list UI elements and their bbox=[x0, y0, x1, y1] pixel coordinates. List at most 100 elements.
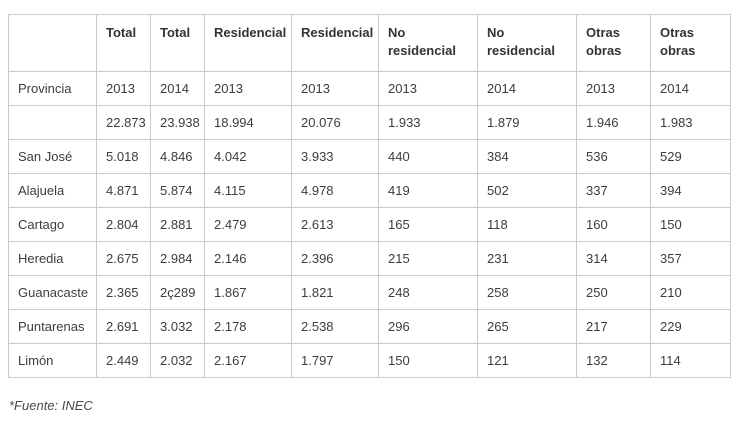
province-cell: Alajuela bbox=[8, 173, 97, 208]
value-cell: 229 bbox=[650, 309, 731, 344]
value-cell: 2.613 bbox=[291, 207, 379, 242]
value-cell: 536 bbox=[576, 139, 651, 174]
province-cell: Cartago bbox=[8, 207, 97, 242]
value-cell: 1.933 bbox=[378, 105, 478, 140]
value-cell: 150 bbox=[650, 207, 731, 242]
value-cell: 2.396 bbox=[291, 241, 379, 276]
value-cell: 22.873 bbox=[96, 105, 151, 140]
value-cell: 132 bbox=[576, 343, 651, 378]
value-cell: 165 bbox=[378, 207, 478, 242]
value-cell: 2.146 bbox=[204, 241, 292, 276]
table-row: San José 5.018 4.846 4.042 3.933 440 384 536 529 bbox=[8, 139, 731, 174]
column-group-header: Total bbox=[150, 14, 205, 72]
value-cell: 4.115 bbox=[204, 173, 292, 208]
value-cell: 5.874 bbox=[150, 173, 205, 208]
province-cell bbox=[8, 105, 97, 140]
value-cell: 2.675 bbox=[96, 241, 151, 276]
column-group-header: Residencial bbox=[204, 14, 292, 72]
province-cell: San José bbox=[8, 139, 97, 174]
header-row-years: Provincia 2013 2014 2013 2013 2013 2014 2013 201… bbox=[8, 71, 731, 106]
value-cell: 20.076 bbox=[291, 105, 379, 140]
value-cell: 2.449 bbox=[96, 343, 151, 378]
value-cell: 2.804 bbox=[96, 207, 151, 242]
province-cell: Limón bbox=[8, 343, 97, 378]
value-cell: 1.946 bbox=[576, 105, 651, 140]
value-cell: 1.821 bbox=[291, 275, 379, 310]
column-group-header: No residencial bbox=[378, 14, 478, 72]
value-cell: 2.365 bbox=[96, 275, 151, 310]
value-cell: 248 bbox=[378, 275, 478, 310]
data-table: Total Total Residencial Residencial No resid… bbox=[8, 14, 731, 378]
value-cell: 440 bbox=[378, 139, 478, 174]
header-row-groups: Total Total Residencial Residencial No resid… bbox=[8, 14, 731, 72]
value-cell: 1.879 bbox=[477, 105, 577, 140]
value-cell: 18.994 bbox=[204, 105, 292, 140]
value-cell: 210 bbox=[650, 275, 731, 310]
value-cell: 2.984 bbox=[150, 241, 205, 276]
provincia-header-cell: Provincia bbox=[8, 71, 97, 106]
value-cell: 160 bbox=[576, 207, 651, 242]
corner-header-cell bbox=[8, 14, 97, 72]
value-cell: 258 bbox=[477, 275, 577, 310]
value-cell: 2.167 bbox=[204, 343, 292, 378]
value-cell: 357 bbox=[650, 241, 731, 276]
year-header-cell: 2013 bbox=[378, 71, 478, 106]
value-cell: 314 bbox=[576, 241, 651, 276]
value-cell: 4.846 bbox=[150, 139, 205, 174]
value-cell: 250 bbox=[576, 275, 651, 310]
value-cell: 502 bbox=[477, 173, 577, 208]
value-cell: 2.032 bbox=[150, 343, 205, 378]
value-cell: 23.938 bbox=[150, 105, 205, 140]
value-cell: 215 bbox=[378, 241, 478, 276]
table-row: Guanacaste 2.365 2ç289 1.867 1.821 248 258 250 2… bbox=[8, 275, 731, 310]
value-cell: 3.933 bbox=[291, 139, 379, 174]
value-cell: 2.691 bbox=[96, 309, 151, 344]
value-cell: 1.797 bbox=[291, 343, 379, 378]
year-header-cell: 2013 bbox=[576, 71, 651, 106]
year-header-cell: 2013 bbox=[96, 71, 151, 106]
value-cell: 384 bbox=[477, 139, 577, 174]
value-cell: 121 bbox=[477, 343, 577, 378]
value-cell: 4.871 bbox=[96, 173, 151, 208]
value-cell: 529 bbox=[650, 139, 731, 174]
column-group-header: No residencial bbox=[477, 14, 577, 72]
column-group-header: Otras obras bbox=[650, 14, 731, 72]
value-cell: 5.018 bbox=[96, 139, 151, 174]
column-group-header: Otras obras bbox=[576, 14, 651, 72]
value-cell: 217 bbox=[576, 309, 651, 344]
value-cell: 2.538 bbox=[291, 309, 379, 344]
value-cell: 419 bbox=[378, 173, 478, 208]
province-cell: Heredia bbox=[8, 241, 97, 276]
province-cell: Puntarenas bbox=[8, 309, 97, 344]
value-cell: 4.978 bbox=[291, 173, 379, 208]
column-group-header: Total bbox=[96, 14, 151, 72]
value-cell: 337 bbox=[576, 173, 651, 208]
value-cell: 2.881 bbox=[150, 207, 205, 242]
value-cell: 3.032 bbox=[150, 309, 205, 344]
value-cell: 2.479 bbox=[204, 207, 292, 242]
value-cell: 114 bbox=[650, 343, 731, 378]
table-row: Limón 2.449 2.032 2.167 1.797 150 121 132 114 bbox=[8, 343, 731, 378]
year-header-cell: 2013 bbox=[204, 71, 292, 106]
value-cell: 2ç289 bbox=[150, 275, 205, 310]
value-cell: 118 bbox=[477, 207, 577, 242]
value-cell: 150 bbox=[378, 343, 478, 378]
value-cell: 394 bbox=[650, 173, 731, 208]
year-header-cell: 2014 bbox=[650, 71, 731, 106]
year-header-cell: 2013 bbox=[291, 71, 379, 106]
value-cell: 1.867 bbox=[204, 275, 292, 310]
value-cell: 1.983 bbox=[650, 105, 731, 140]
table-row: Puntarenas 2.691 3.032 2.178 2.538 296 265 217 2… bbox=[8, 309, 731, 344]
value-cell: 4.042 bbox=[204, 139, 292, 174]
source-note: *Fuente: INEC bbox=[9, 398, 93, 413]
province-cell: Guanacaste bbox=[8, 275, 97, 310]
value-cell: 265 bbox=[477, 309, 577, 344]
table-row: Alajuela 4.871 5.874 4.115 4.978 419 502 337 394 bbox=[8, 173, 731, 208]
value-cell: 231 bbox=[477, 241, 577, 276]
table-row: 22.873 23.938 18.994 20.076 1.933 1.879 1.946 1… bbox=[8, 105, 731, 140]
value-cell: 2.178 bbox=[204, 309, 292, 344]
year-header-cell: 2014 bbox=[477, 71, 577, 106]
table-row: Cartago 2.804 2.881 2.479 2.613 165 118 160 150 bbox=[8, 207, 731, 242]
year-header-cell: 2014 bbox=[150, 71, 205, 106]
value-cell: 296 bbox=[378, 309, 478, 344]
